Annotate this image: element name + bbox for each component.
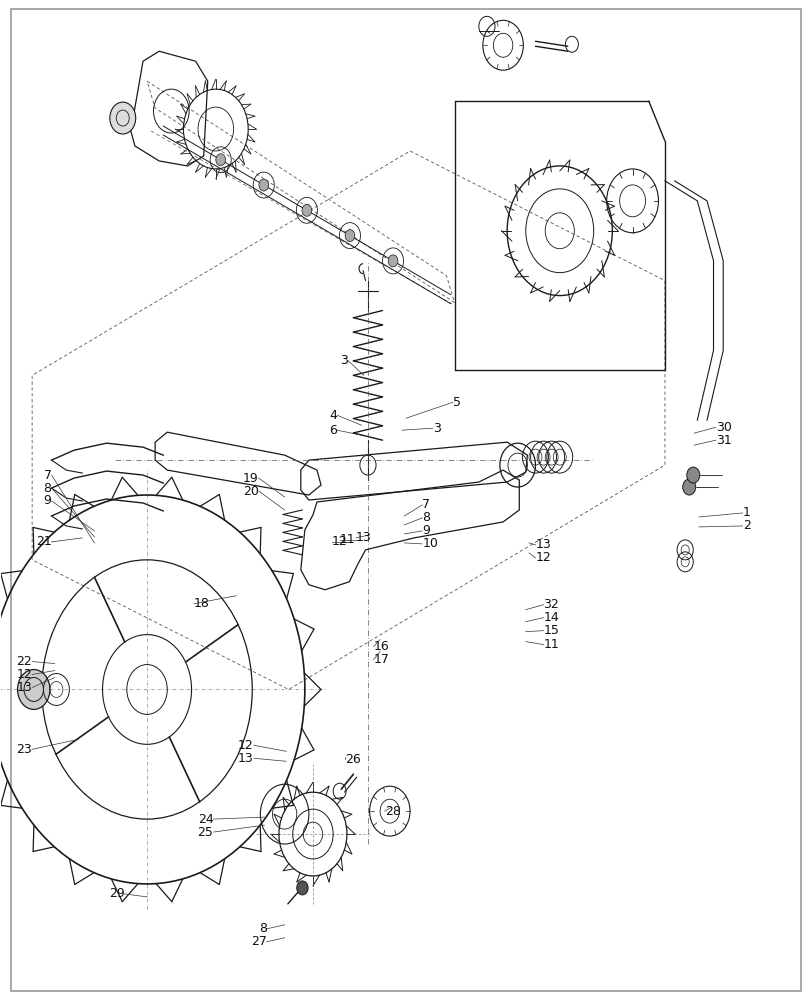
Text: 12: 12	[331, 535, 347, 548]
Text: 18: 18	[194, 597, 209, 610]
Text: 5: 5	[453, 396, 461, 409]
Text: 10: 10	[422, 537, 437, 550]
Text: 27: 27	[251, 935, 267, 948]
Circle shape	[682, 479, 695, 495]
Text: 9: 9	[44, 494, 51, 507]
Text: 19: 19	[242, 472, 259, 485]
Text: 32: 32	[543, 598, 559, 611]
Text: 20: 20	[242, 485, 259, 498]
Circle shape	[259, 179, 268, 191]
Text: 4: 4	[329, 409, 337, 422]
Text: 11: 11	[543, 638, 559, 651]
Text: 7: 7	[44, 469, 51, 482]
Text: 3: 3	[340, 354, 347, 367]
Text: 8: 8	[44, 482, 51, 495]
Text: 31: 31	[715, 434, 731, 447]
Circle shape	[345, 230, 354, 242]
Text: 8: 8	[259, 922, 267, 935]
Text: 13: 13	[534, 538, 551, 551]
Text: 12: 12	[534, 551, 551, 564]
Text: 7: 7	[422, 498, 430, 511]
Text: 30: 30	[715, 421, 731, 434]
Text: 15: 15	[543, 624, 559, 637]
Circle shape	[216, 154, 225, 166]
Circle shape	[18, 670, 50, 709]
Text: 13: 13	[238, 752, 254, 765]
Circle shape	[302, 204, 311, 216]
Text: 17: 17	[373, 653, 389, 666]
Text: 26: 26	[345, 753, 361, 766]
Text: 23: 23	[16, 743, 32, 756]
Text: 12: 12	[16, 668, 32, 681]
Text: 16: 16	[373, 640, 389, 653]
Text: 14: 14	[543, 611, 559, 624]
Text: 21: 21	[36, 535, 51, 548]
Text: 12: 12	[238, 739, 254, 752]
Text: 2: 2	[742, 519, 749, 532]
Text: 9: 9	[422, 524, 430, 537]
Text: 13: 13	[355, 531, 371, 544]
Text: 11: 11	[339, 533, 355, 546]
Text: 22: 22	[16, 655, 32, 668]
Circle shape	[388, 255, 397, 267]
Text: 8: 8	[422, 511, 430, 524]
Text: 29: 29	[109, 887, 124, 900]
Circle shape	[686, 467, 699, 483]
Circle shape	[109, 102, 135, 134]
Circle shape	[296, 881, 307, 895]
Text: 28: 28	[384, 805, 401, 818]
Text: 25: 25	[197, 826, 213, 839]
Text: 24: 24	[197, 813, 213, 826]
Text: 13: 13	[16, 681, 32, 694]
Text: 6: 6	[329, 424, 337, 437]
Text: 1: 1	[742, 506, 749, 519]
Text: 3: 3	[432, 422, 440, 435]
